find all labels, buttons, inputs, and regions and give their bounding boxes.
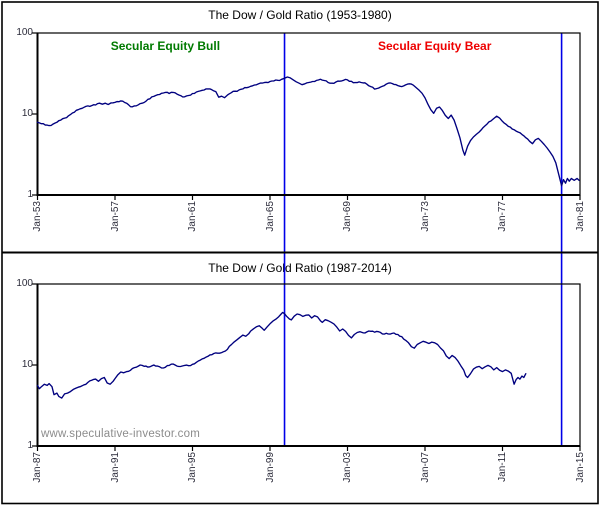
x-tick-label: Jan-61: [187, 201, 198, 232]
y-tick-label: 1: [27, 188, 33, 200]
y-tick-label: 100: [16, 277, 33, 289]
plot-frame: [36, 283, 581, 447]
secular-equity-bull-label: Secular Equity Bull: [110, 39, 221, 53]
series-line: [36, 311, 527, 399]
x-tick-label: Jan-99: [264, 452, 276, 483]
x-tick-label: Jan-07: [419, 452, 431, 483]
x-tick-label: Jan-87: [32, 452, 43, 483]
watermark-text: www.speculative-investor.com: [41, 428, 200, 440]
y-tick-label: 10: [21, 107, 33, 119]
x-tick-label: Jan-15: [574, 452, 586, 483]
x-tick-label: Jan-77: [497, 201, 508, 232]
series-line: [36, 76, 580, 187]
axis-lines: [36, 33, 580, 196]
secular-equity-bear-label: Secular Equity Bear: [377, 39, 492, 53]
x-tick-label: Jan-73: [419, 201, 431, 232]
chart2-title: The Dow / Gold Ratio (1987-2014): [208, 261, 392, 275]
x-tick-label: Jan-65: [264, 201, 276, 232]
x-tick-label: Jan-03: [342, 452, 353, 483]
x-tick-label: Jan-95: [187, 452, 198, 483]
y-tick-label: 1: [27, 439, 33, 451]
x-tick-label: Jan-57: [109, 201, 121, 232]
chart1-title: The Dow / Gold Ratio (1953-1980): [208, 8, 392, 22]
x-tick-label: Jan-69: [342, 201, 353, 232]
y-tick-label: 10: [21, 358, 33, 370]
axis-lines: [36, 284, 580, 447]
x-tick-label: Jan-11: [497, 452, 508, 482]
plot-frame: [36, 32, 581, 196]
x-tick-label: Jan-81: [574, 201, 586, 232]
x-tick-label: Jan-53: [32, 201, 43, 232]
x-tick-label: Jan-91: [109, 452, 121, 483]
y-tick-label: 100: [16, 26, 33, 38]
